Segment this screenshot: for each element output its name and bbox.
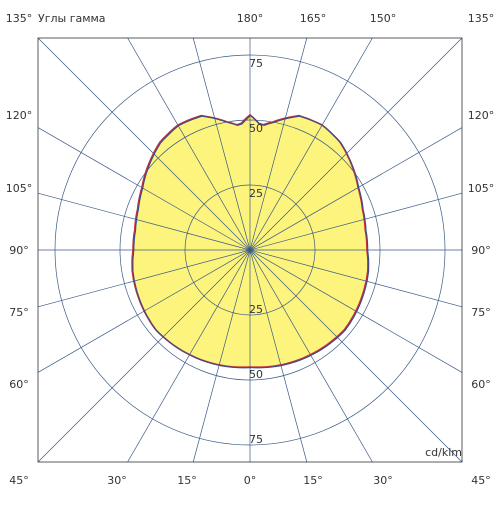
grid-ray [249,37,373,251]
angle-tick-label-left: 105° [6,182,33,195]
angle-tick-label-top: 165° [300,12,327,25]
chart-frame [37,37,463,463]
angle-tick-label-right: 75° [471,306,491,319]
radial-tick-label: 50 [249,122,263,135]
polar-grid [37,37,463,463]
distribution-outline-group [131,113,370,369]
angle-tick-label-top: 180° [237,12,264,25]
angle-tick-label-right: 120° [468,109,495,122]
grid-ray [249,249,463,463]
angle-tick-label-bottom: 15° [303,474,323,487]
grid-ray [37,127,251,251]
angle-tick-label-left: 120° [6,109,33,122]
angle-tick-label-right: 105° [468,182,495,195]
chart-title: Углы гамма [38,12,106,25]
radial-tick-label: 75 [249,433,263,446]
radial-tick-label: 50 [249,368,263,381]
radial-tick-label: 25 [249,187,263,200]
unit-label: cd/klm [425,446,462,459]
grid-ray [249,192,463,251]
angle-tick-label-left: 60° [9,378,29,391]
grid-ray [249,249,373,463]
radial-tick-label: 25 [249,303,263,316]
angle-tick-label-bottom: 30° [107,474,127,487]
grid-ray [249,37,463,251]
distribution-outline-b [132,114,370,369]
angle-tick-label-top: 135° [468,12,495,25]
grid-ray [249,37,308,251]
grid-ray [37,249,251,463]
grid-ray [249,249,308,463]
grid-ray [127,249,251,463]
grid-ray [127,37,251,251]
grid-ray [249,127,463,251]
grid-ray [37,37,251,251]
grid-ray [192,37,251,251]
angle-tick-label-right: 60° [471,378,491,391]
angle-tick-label-bottom: 15° [177,474,197,487]
angle-tick-label-top: 135° [6,12,33,25]
angle-tick-label-left: 75° [9,306,29,319]
angle-tick-label-left: 90° [9,244,29,257]
label-group: 25 25 50 50 75 75 135° 180° 165° 150° 135° 45° 30° 15… [6,12,495,487]
angle-tick-label-bottom: 45° [471,474,491,487]
grid-ray [249,249,463,308]
radial-tick-label: 75 [249,57,263,70]
angle-tick-label-bottom: 0° [244,474,257,487]
angle-tick-label-top: 150° [370,12,397,25]
grid-ray [37,192,251,251]
grid-ray [192,249,251,463]
grid-ray [37,249,251,308]
angle-tick-label-right: 90° [471,244,491,257]
angle-tick-label-bottom: 30° [373,474,393,487]
angle-tick-label-bottom: 45° [9,474,29,487]
